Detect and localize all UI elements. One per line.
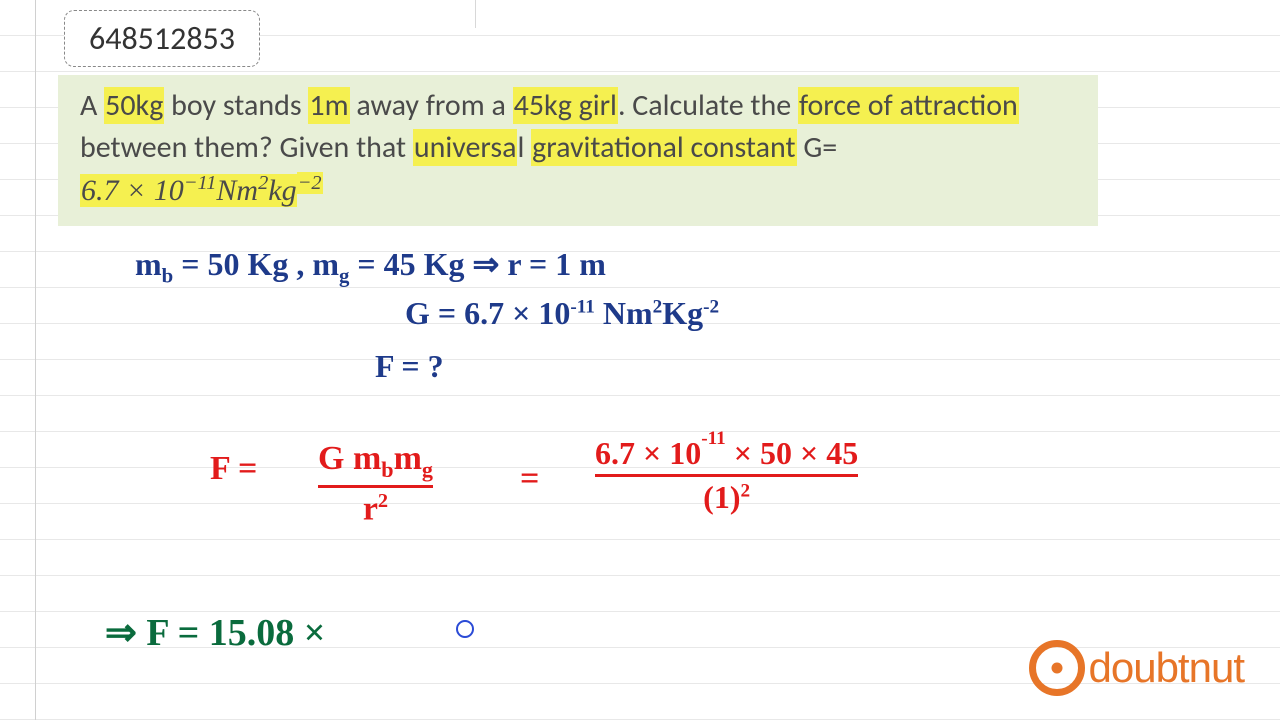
f-unknown: F = ?: [375, 348, 444, 384]
arrow: ⇒: [105, 612, 137, 654]
b: 2: [740, 480, 750, 501]
b: 2: [378, 490, 388, 512]
question-id: 648512853: [89, 19, 235, 58]
given-line-2: G = 6.7 × 10-11 Nm2Kg-2: [405, 295, 719, 332]
frac1-bar: [318, 485, 433, 488]
g-s2: -2: [703, 296, 719, 317]
question-id-box: 648512853: [64, 10, 260, 67]
question-text: A 50kg boy stands 1m away from a 45kg gi…: [80, 85, 1076, 212]
g-u: Nm: [595, 295, 653, 331]
q-highlight-mass2: 45kg girl: [513, 87, 618, 124]
g-sup: −2: [297, 172, 323, 194]
q-text: . Calculate the: [618, 87, 798, 124]
t: b: [381, 457, 393, 482]
g-value: 6.7 × 10: [81, 174, 184, 207]
mg-val: = 45 Kg ⇒ r = 1 m: [349, 246, 605, 282]
b: r: [363, 490, 378, 527]
frac2-bot: (1)2: [595, 479, 858, 516]
mb-sub: b: [162, 264, 174, 287]
q-highlight-dist: 1m: [308, 87, 349, 124]
frac2-bar: [595, 474, 858, 477]
formula-fraction-2: 6.7 × 10-11 × 50 × 45 (1)2: [595, 435, 858, 516]
mb: m: [135, 246, 162, 282]
logo-circle-icon: [1029, 640, 1085, 696]
g-s1: 2: [653, 296, 663, 317]
mg-sub: g: [339, 264, 349, 287]
t: 6.7 × 10: [595, 435, 701, 471]
q-text: A: [80, 87, 104, 124]
g-unit: kg: [268, 174, 296, 207]
q-highlight-mass1: 50kg: [104, 87, 164, 124]
given-line-1: mb = 50 Kg , mg = 45 Kg ⇒ r = 1 m: [135, 245, 606, 288]
g-kg: Kg: [662, 295, 703, 331]
q-text: boy stands: [164, 87, 308, 124]
q-highlight-gconst: gravitational constant: [531, 129, 796, 166]
formula-lhs: F =: [210, 450, 257, 488]
top-divider: [475, 0, 476, 28]
frac1-bot: r2: [318, 490, 433, 528]
b: (1): [703, 479, 740, 515]
question-panel: A 50kg boy stands 1m away from a 45kg gi…: [58, 75, 1098, 226]
formula-fraction-1: G mbmg r2: [318, 440, 433, 528]
q-text: away from a: [350, 87, 513, 124]
frac2-top: 6.7 × 10-11 × 50 × 45: [595, 435, 858, 472]
result-line: ⇒ F = 15.08 ×: [105, 610, 325, 655]
q-text: G=: [797, 129, 838, 166]
g-exp: -11: [570, 296, 595, 317]
frac1-top: G mbmg: [318, 440, 433, 483]
result-text: F = 15.08 ×: [146, 612, 325, 654]
mb-val: = 50 Kg ,: [173, 246, 312, 282]
t: m: [394, 440, 422, 477]
g-sup: 2: [258, 172, 268, 194]
q-highlight-force: force of attraction: [798, 87, 1019, 124]
q-text: l: [517, 129, 531, 166]
t: g: [422, 457, 433, 482]
t: -11: [701, 428, 726, 449]
t: G m: [318, 440, 381, 477]
q-highlight-univ: universa: [413, 129, 518, 166]
g-unit: Nm: [216, 174, 258, 207]
mg: m: [312, 246, 339, 282]
q-text: between them? Given that: [80, 129, 413, 166]
pen-cursor-icon: [456, 620, 474, 638]
q-formula: 6.7 × 10−11Nm2kg−2: [80, 174, 323, 207]
logo-text: doubtnut: [1089, 644, 1245, 692]
t: × 50 × 45: [726, 435, 858, 471]
g-exp: −11: [184, 172, 217, 194]
left-margin-line: [35, 0, 36, 720]
given-line-3: F = ?: [375, 348, 444, 385]
g-lhs: G = 6.7 × 10: [405, 295, 570, 331]
eq: =: [520, 460, 539, 497]
formula-eq: =: [520, 460, 539, 498]
f-eq: F =: [210, 450, 257, 487]
doubtnut-logo: doubtnut: [1029, 640, 1245, 696]
logo-dot: [1051, 663, 1062, 674]
